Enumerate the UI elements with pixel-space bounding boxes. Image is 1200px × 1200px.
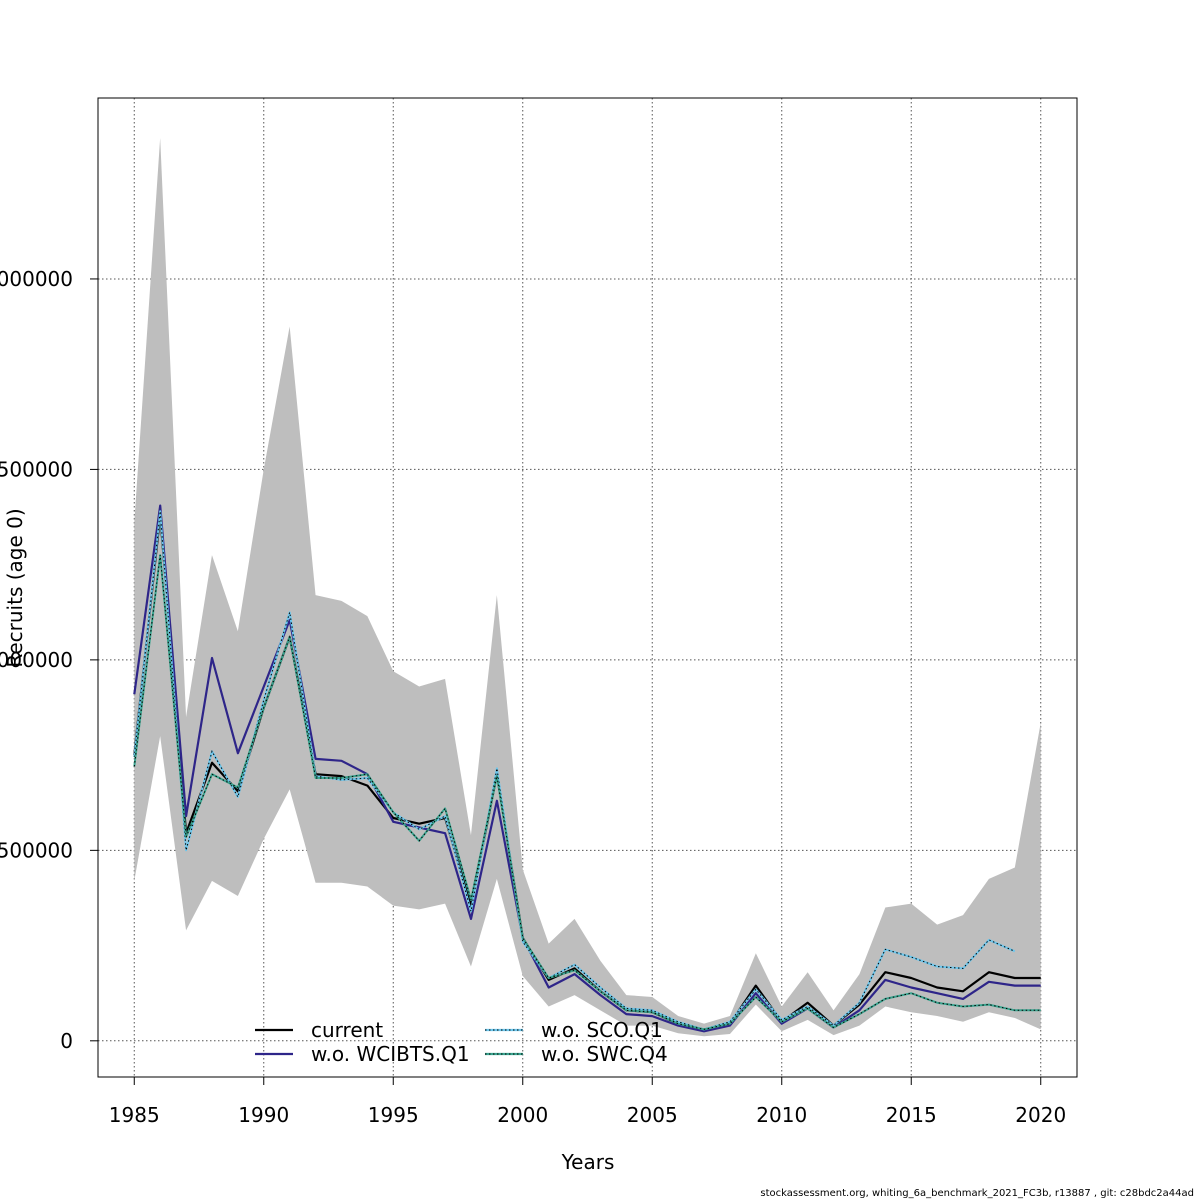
series-w-o-sco-q1 <box>133 510 1016 1031</box>
series-line <box>133 504 1041 1033</box>
legend-item: w.o. WCIBTS.Q1 <box>255 1042 470 1066</box>
x-tick-label: 1995 <box>368 1103 419 1127</box>
legend-label: current <box>311 1018 383 1042</box>
y-tick-label: 2000000 <box>0 267 73 291</box>
footer-text: stockassessment.org, whiting_6a_benchmar… <box>760 1188 1194 1199</box>
legend-label: w.o. SWC.Q4 <box>541 1042 668 1066</box>
y-tick-label: 1000000 <box>0 648 73 672</box>
series-line-dots <box>133 555 1041 1030</box>
x-tick-label: 2015 <box>886 1103 937 1127</box>
series-w-o-swc-q4 <box>133 554 1041 1031</box>
y-axis: 0 500000 1000000 1500000 2000000 <box>0 267 98 1053</box>
x-axis-label: Years <box>561 1150 615 1174</box>
x-tick-label: 1990 <box>238 1103 289 1127</box>
y-tick-label: 1500000 <box>0 457 73 481</box>
legend-item: w.o. SCO.Q1 <box>485 1018 663 1042</box>
series-line-dots <box>133 511 1016 1030</box>
y-tick-label: 500000 <box>0 838 73 862</box>
series-lines <box>133 504 1041 1033</box>
y-axis-label: Recruits (age 0) <box>3 508 27 667</box>
x-tick-label: 1985 <box>109 1103 160 1127</box>
x-axis: 1985 1990 1995 2000 2005 2010 2015 2020 <box>109 1077 1066 1127</box>
plot-frame <box>97 97 1078 1078</box>
legend-label: w.o. SCO.Q1 <box>541 1018 663 1042</box>
y-tick-label: 0 <box>60 1029 73 1053</box>
confidence-band <box>134 137 1041 1037</box>
legend-label: w.o. WCIBTS.Q1 <box>311 1042 470 1066</box>
legend-item: w.o. SWC.Q4 <box>485 1042 668 1066</box>
legend-item: current <box>255 1018 383 1042</box>
x-tick-label: 2010 <box>756 1103 807 1127</box>
x-tick-label: 2000 <box>497 1103 548 1127</box>
confidence-band-area <box>134 137 1041 1037</box>
x-tick-label: 2020 <box>1015 1103 1066 1127</box>
x-tick-label: 2005 <box>627 1103 678 1127</box>
series-w-o-wcibts-q1 <box>133 504 1041 1033</box>
